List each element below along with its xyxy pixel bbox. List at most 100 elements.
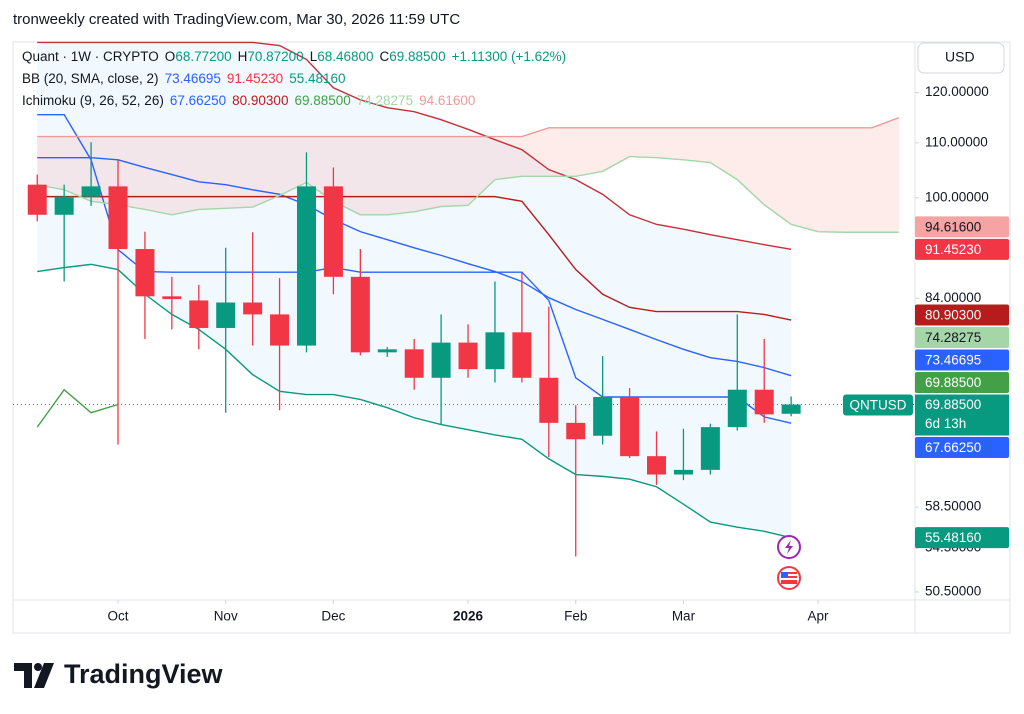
legend-value: 67.66250 <box>169 93 227 108</box>
y-tick-label: 84.00000 <box>925 290 981 305</box>
legend-title: Ichimoku (9, 26, 52, 26) <box>22 93 164 108</box>
price-label-box <box>915 349 1009 371</box>
footer-brand: TradingView <box>64 659 224 689</box>
price-label: 74.28275 <box>925 330 981 345</box>
indicator-line <box>37 156 792 377</box>
last-price-label: 69.88500 <box>925 397 981 412</box>
price-label-box <box>915 304 1009 326</box>
price-label: 91.45230 <box>925 242 981 257</box>
legend-row: Ichimoku (9, 26, 52, 26) 67.66250 80.90300… <box>22 90 572 112</box>
y-tick-label: 100.00000 <box>925 189 989 204</box>
band-fill <box>37 117 899 233</box>
x-tick-label: Mar <box>672 609 696 624</box>
price-label-box <box>915 327 1009 349</box>
y-tick-label: 50.50000 <box>925 584 981 599</box>
candle-body <box>647 456 667 475</box>
header: tronweekly created with TradingView.com,… <box>13 11 460 28</box>
legend-value: 73.46695 <box>164 71 221 86</box>
candle-body <box>620 397 640 457</box>
price-label: 67.66250 <box>925 440 981 455</box>
plot-area <box>13 41 915 557</box>
candle-body <box>270 314 290 346</box>
legend-key: O <box>164 49 176 64</box>
legend-value: 70.87200 <box>247 49 304 64</box>
candle-body <box>350 276 370 353</box>
price-label-box <box>915 437 1009 459</box>
legend-value: 74.28275 <box>356 93 414 108</box>
candle-body <box>781 404 801 414</box>
axes: 120.00000 110.00000 100.00000 84.00000 58.50… <box>108 84 989 623</box>
lightning-icon <box>785 540 793 554</box>
candle-body <box>404 349 424 378</box>
candle-body <box>27 184 47 215</box>
y-tick-label: 120.00000 <box>925 84 989 99</box>
currency: USD <box>945 49 975 65</box>
y-tick-label: 110.00000 <box>925 134 988 149</box>
legend-value: 80.90300 <box>232 93 289 108</box>
legend-value: +1.11300 (+1.62%) <box>451 49 567 64</box>
flag-stripe <box>781 578 797 580</box>
legend-value: 69.88500 <box>389 49 446 64</box>
legend-row: BB (20, SMA, close, 2) 73.46695 91.45230 55… <box>22 68 572 90</box>
candle-body <box>593 397 613 436</box>
logo-mark <box>14 663 32 688</box>
legend-title: Quant · 1W · CRYPTO <box>22 49 159 64</box>
candle-body <box>539 377 559 423</box>
price-label: 80.90300 <box>925 308 981 323</box>
price-label-box <box>915 527 1009 549</box>
candle-body <box>754 389 774 415</box>
price-label: 55.48160 <box>925 530 981 545</box>
x-tick-label: Feb <box>564 609 587 624</box>
price-labels: 94.61600 91.45230 80.90300 74.28275 73.46695… <box>843 216 1009 549</box>
legend: Quant · 1W · CRYPTO O68.77200 H70.87200 L68… <box>22 46 572 112</box>
last-price-label-box <box>915 394 1009 436</box>
candle-body <box>135 249 155 297</box>
currency-box[interactable] <box>917 42 1005 74</box>
footer-logo: TradingView <box>14 659 224 689</box>
indicator-line <box>36 388 119 428</box>
indicator-line <box>37 117 900 138</box>
legend-value: 68.77200 <box>175 49 232 64</box>
candle-body <box>512 332 532 378</box>
price-label-box <box>915 238 1009 260</box>
chart-frame <box>12 41 1011 634</box>
candle-body <box>700 427 720 470</box>
x-tick-label: Dec <box>321 609 345 624</box>
logo-mark <box>34 663 54 688</box>
x-tick-label: Nov <box>214 609 238 624</box>
x-tick-label: Oct <box>108 609 129 624</box>
indicator-line <box>37 263 792 539</box>
indicator-line <box>37 195 792 321</box>
y-tick-label: 58.50000 <box>925 499 981 514</box>
candle-body <box>162 296 182 300</box>
candle-body <box>189 300 209 328</box>
candle-body <box>485 332 505 370</box>
price-label-box <box>915 216 1009 238</box>
candle-body <box>673 469 693 475</box>
legend-key: L <box>309 49 318 64</box>
candle-body <box>54 196 74 215</box>
candle-body <box>108 186 128 250</box>
price-label: 73.46695 <box>925 353 981 368</box>
price-label-box <box>915 372 1009 394</box>
candle-body <box>458 342 478 370</box>
candle-body <box>727 389 747 428</box>
legend-title: BB (20, SMA, close, 2) <box>22 71 159 86</box>
legend-value: 94.61600 <box>419 93 476 108</box>
legend-value: 69.88500 <box>294 93 351 108</box>
symbol-tag-label: QNTUSD <box>850 398 907 413</box>
x-tick-label: Apr <box>808 609 830 624</box>
symbol-tag <box>843 394 913 416</box>
candle-body <box>566 422 586 440</box>
indicator-line <box>37 41 792 251</box>
x-tick-label: 2026 <box>453 609 484 624</box>
legend-row: Quant · 1W · CRYPTO O68.77200 H70.87200 L68… <box>22 46 572 68</box>
legend-key: H <box>237 49 248 64</box>
candle-body <box>377 349 397 353</box>
legend-key: C <box>379 49 390 64</box>
countdown: 6d 13h <box>925 416 966 431</box>
indicator-line <box>37 113 792 424</box>
flag-stripe <box>781 574 797 576</box>
